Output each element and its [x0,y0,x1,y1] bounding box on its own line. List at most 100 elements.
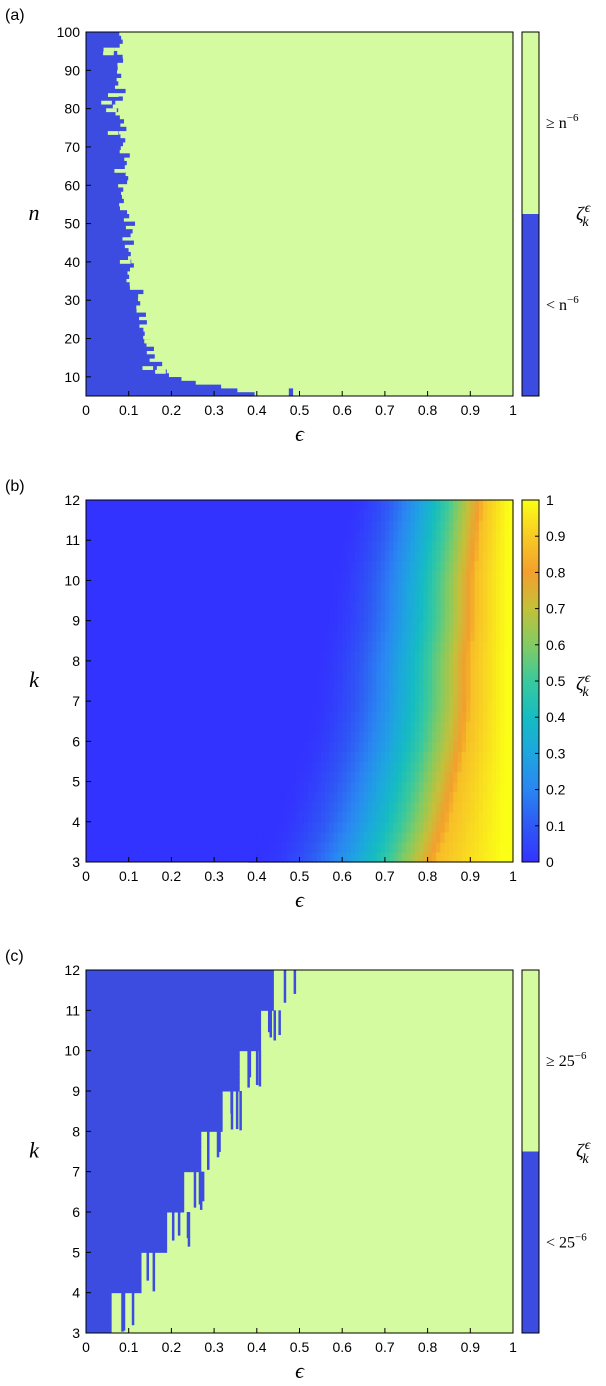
heatmap-cell [350,570,356,582]
heatmap-row-region [86,1183,185,1189]
heatmap-cell [457,560,463,571]
heatmap-row-region [86,1062,240,1068]
heatmap-cell [440,670,446,682]
heatmap-cell [410,851,416,863]
heatmap-cell [350,560,356,571]
heatmap-cell [495,811,501,823]
heatmap-cell [423,761,429,773]
heatmap-cell [350,660,356,672]
colorbar-tick-label: 0.4 [546,709,566,725]
heatmap-cell [495,711,501,722]
heatmap-cell [508,811,514,823]
heatmap-cell [487,771,493,783]
heatmap-cell [342,681,348,692]
heatmap-cell [350,510,356,521]
heatmap-cell [504,560,510,571]
heatmap-cell [376,751,382,763]
heatmap-cell [355,711,360,722]
heatmap-cell [401,841,407,853]
heatmap-cell [261,841,266,853]
heatmap-cell [431,691,437,702]
heatmap-cell [427,851,433,863]
heatmap-row-region [86,1236,168,1241]
heatmap-cell [470,811,476,823]
heatmap-row-region [86,1320,112,1326]
heatmap-cell [337,791,343,803]
heatmap-cell [436,691,442,702]
heatmap-cell [495,721,501,732]
heatmap-cell [500,610,506,622]
heatmap-row-region [86,88,126,94]
heatmap-cell [474,691,480,702]
heatmap-cell [380,801,386,813]
heatmap-cell [478,600,484,612]
heatmap-cell [316,741,322,752]
heatmap-cell [401,530,407,541]
heatmap-cell [401,751,407,763]
heatmap-notch [119,259,131,264]
heatmap-cell [372,570,377,582]
heatmap-cell [359,821,365,833]
heatmap-cell [308,681,313,692]
heatmap-cell [444,811,450,823]
heatmap-cell [491,530,497,541]
heatmap-cell [384,751,390,763]
heatmap-cell [397,570,403,582]
y-tick-label: 10 [64,1043,80,1059]
panel-label: (a) [5,7,25,24]
heatmap-cell [389,771,395,783]
heatmap-cell [363,550,369,561]
heatmap-cell [359,781,365,793]
heatmap-cell [474,550,480,561]
heatmap-cell [320,681,326,692]
heatmap-cell [303,660,309,672]
heatmap-cell [363,500,369,511]
heatmap-cell [414,691,420,702]
heatmap-cell [303,831,309,843]
heatmap-cell [295,751,301,763]
heatmap-cell [299,731,305,742]
heatmap-cell [401,580,407,592]
heatmap-cell [419,520,424,531]
heatmap-cell [329,530,335,541]
heatmap-cell [333,801,339,813]
heatmap-cell [500,731,506,742]
heatmap-cell [431,640,437,652]
heatmap-cell [419,811,424,823]
heatmap-cell [440,640,446,652]
heatmap-cell [316,701,322,712]
heatmap-cell [380,791,386,803]
heatmap-cell [363,831,369,843]
heatmap-cell [474,530,480,541]
heatmap-cell [466,660,471,672]
heatmap-cell [342,851,348,863]
heatmap-cell [478,791,484,803]
heatmap-cell [346,841,352,853]
heatmap-cell [342,530,348,541]
heatmap-cell [350,630,356,642]
heatmap-cell [397,721,403,732]
panel-label: (c) [5,948,24,965]
heatmap-streak [207,1131,210,1170]
heatmap-cell [419,721,424,732]
heatmap-cell [491,510,497,521]
heatmap-cell [500,691,506,702]
heatmap-cell [380,831,386,843]
heatmap-cell [431,540,437,551]
heatmap-cell [487,660,493,672]
heatmap-cell [355,530,360,541]
heatmap-cell [325,701,330,712]
heatmap-cell [401,500,407,511]
heatmap-cell [448,630,454,642]
heatmap-cell [333,620,339,632]
heatmap-cell [414,821,420,833]
heatmap-cell [350,731,356,742]
y-tick-label: 20 [64,331,80,347]
heatmap-cell [380,590,386,602]
heatmap-cell [483,821,488,833]
heatmap-cell [487,590,493,602]
heatmap-cell [389,630,395,642]
heatmap-cell [431,670,437,682]
heatmap-cell [401,811,407,823]
heatmap-cell [376,630,382,642]
